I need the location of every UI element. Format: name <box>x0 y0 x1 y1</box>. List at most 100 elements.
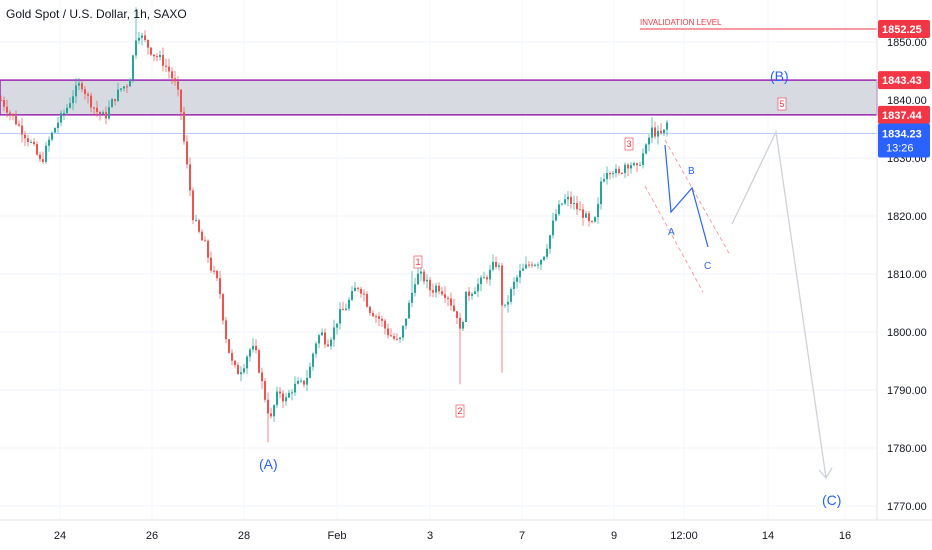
candle-body <box>429 279 431 291</box>
candle-body <box>390 335 392 337</box>
candle-body <box>303 380 305 385</box>
candle-body <box>294 383 296 393</box>
candle-body <box>336 323 338 328</box>
candle-body <box>582 209 584 218</box>
candle-body <box>99 112 101 115</box>
candle-body <box>228 339 230 353</box>
candle-body <box>519 270 521 278</box>
candle-body <box>522 268 524 271</box>
candle-body <box>216 270 218 279</box>
candle-body <box>444 294 446 298</box>
candle-body <box>366 293 368 307</box>
candle-body <box>231 352 233 361</box>
candle-body <box>474 291 476 294</box>
candle-body <box>225 320 227 340</box>
candle-body <box>3 100 5 107</box>
candle-body <box>237 365 239 375</box>
price-tick: 1780.00 <box>887 443 927 455</box>
candle-body <box>585 213 587 218</box>
candle-body <box>123 86 125 89</box>
candle-body <box>66 107 68 114</box>
invalidation-price-tag: 1852.25 <box>878 19 930 38</box>
candle-body <box>624 164 626 174</box>
candle-body <box>288 392 290 398</box>
candle-body <box>633 163 635 166</box>
price-tick: 1840.00 <box>887 95 927 107</box>
candle-body <box>408 302 410 319</box>
candle-body <box>660 130 662 134</box>
candle-body <box>378 316 380 319</box>
candle-body <box>108 107 110 119</box>
price-tick: 1770.00 <box>887 501 927 513</box>
candle-body <box>132 55 134 80</box>
candle-body <box>411 292 413 303</box>
subwave-label-A: A <box>668 227 675 238</box>
chart-title: Gold Spot / U.S. Dollar, 1h, SAXO <box>6 7 187 21</box>
candle-body <box>54 128 56 133</box>
count-5-label: 5 <box>779 99 784 109</box>
count-1-label: 1 <box>415 257 420 267</box>
candle-body <box>219 278 221 295</box>
candle-body <box>570 196 572 204</box>
price-tick: 1800.00 <box>887 327 927 339</box>
time-tick: 7 <box>519 530 525 542</box>
candle-body <box>600 181 602 205</box>
time-axis[interactable]: 24 26 28 Feb 3 7 9 12:00 14 16 <box>54 530 851 542</box>
candle-body <box>105 112 107 119</box>
candle-body <box>252 345 254 350</box>
candle-body <box>156 56 158 58</box>
candle-body <box>498 265 500 267</box>
candle-body <box>588 213 590 222</box>
candle-body <box>495 261 497 267</box>
candle-body <box>114 99 116 101</box>
candle-body <box>0 100 2 101</box>
wave-label-B: (B) <box>770 68 789 84</box>
candle-body <box>348 299 350 309</box>
candle-body <box>141 35 143 38</box>
candle-body <box>405 318 407 326</box>
candle-body <box>75 85 77 97</box>
candle-body <box>462 321 464 329</box>
candle-body <box>279 391 281 394</box>
candle-body <box>291 392 293 394</box>
candle-body <box>195 220 197 222</box>
candle-body <box>297 380 299 384</box>
candle-body <box>21 125 23 135</box>
candle-body <box>117 89 119 101</box>
time-tick: 3 <box>427 530 433 542</box>
time-tick: 28 <box>238 530 250 542</box>
candle-body <box>84 89 86 94</box>
candle-body <box>564 199 566 204</box>
candle-body <box>468 291 470 296</box>
invalidation-price: 1852.25 <box>882 24 922 36</box>
candle-body <box>306 377 308 385</box>
candle-body <box>318 335 320 344</box>
candle-body <box>414 284 416 293</box>
candle-body <box>513 281 515 289</box>
wave-projection <box>644 129 833 480</box>
candle-body <box>645 144 647 154</box>
candle-body <box>426 279 428 282</box>
candle-body <box>120 88 122 90</box>
candle-body <box>561 203 563 205</box>
candle-body <box>594 217 596 222</box>
candle-body <box>597 204 599 218</box>
candles <box>0 7 668 443</box>
candle-body <box>666 122 668 130</box>
candle-body <box>396 338 398 340</box>
candle-body <box>516 277 518 282</box>
candle-body <box>618 168 620 173</box>
candle-body <box>357 287 359 289</box>
candle-body <box>24 134 26 139</box>
candle-body <box>315 343 317 354</box>
candle-body <box>609 173 611 175</box>
candle-body <box>417 273 419 285</box>
time-tick: 26 <box>146 530 158 542</box>
time-tick: 24 <box>54 530 66 542</box>
candle-body <box>351 291 353 300</box>
price-axis[interactable]: 1850.001840.001830.001820.001810.001800.… <box>887 37 927 513</box>
candle-body <box>285 397 287 402</box>
candle-body <box>435 285 437 293</box>
candle-body <box>249 349 251 357</box>
candle-body <box>6 106 8 113</box>
